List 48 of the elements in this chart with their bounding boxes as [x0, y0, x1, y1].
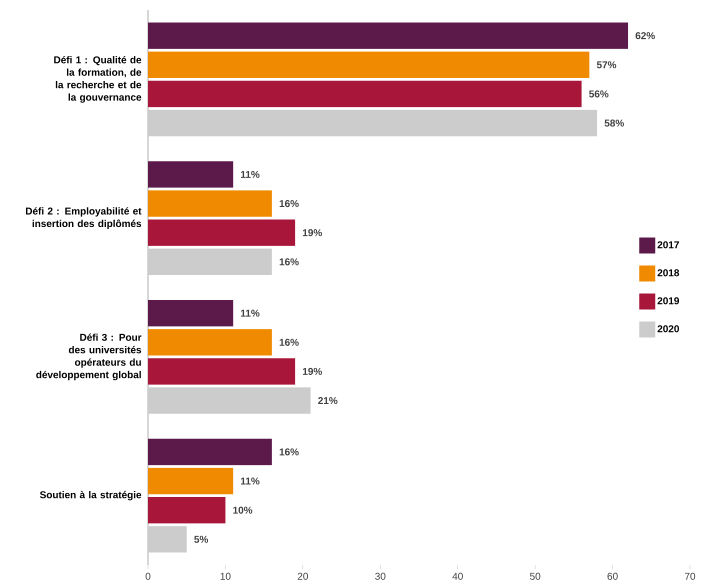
bar [148, 161, 234, 188]
legend-label: 2017 [658, 241, 679, 248]
data-label: 21% [318, 397, 338, 404]
legend-label: 2020 [658, 325, 679, 332]
legend-label: 2019 [658, 297, 680, 304]
bar [148, 526, 187, 553]
data-label: 16% [280, 338, 299, 346]
data-label: 11% [240, 310, 260, 317]
y-tick-label: Défi 2 : Employabilité et insertion des diplômés [26, 207, 142, 230]
x-tick-label: 0 [146, 572, 150, 580]
data-label: 5% [194, 536, 208, 543]
y-tick-label: Défi 1 : Qualité de la formation, de la recherche et de la gouvernance [54, 56, 142, 103]
data-label: 16% [280, 258, 299, 266]
data-label: 58% [604, 120, 624, 127]
bar [148, 52, 590, 78]
y-tick-label: Soutien à la stratégie [40, 490, 142, 500]
x-tick-label: 20 [298, 572, 308, 580]
legend-label: 2018 [658, 269, 680, 276]
bar [148, 190, 272, 217]
data-label: 19% [302, 229, 322, 236]
bar [148, 329, 272, 356]
bar [148, 248, 272, 276]
bar [148, 80, 582, 108]
data-label: 62% [636, 32, 655, 40]
bar [148, 110, 598, 136]
bar [148, 497, 226, 524]
data-label: 11% [240, 170, 260, 178]
bar [148, 387, 311, 414]
bar [148, 220, 296, 246]
x-tick-label: 70 [684, 572, 696, 580]
bar [148, 468, 234, 494]
bar [148, 358, 296, 385]
data-label: 57% [596, 61, 616, 68]
x-tick-label: 60 [608, 572, 618, 580]
x-tick-label: 40 [452, 572, 463, 580]
data-label: 16% [280, 200, 299, 208]
bar [148, 22, 628, 49]
x-tick-label: 50 [530, 572, 540, 580]
data-label: 10% [233, 506, 252, 514]
bar [148, 300, 234, 326]
data-label: 11% [240, 478, 260, 485]
bar [148, 438, 272, 466]
y-tick-label: Défi 3 : Pour des universités opérateurs du développement global [36, 333, 142, 380]
x-tick-label: 30 [375, 572, 386, 580]
data-label: 16% [280, 448, 299, 456]
x-tick-label: 10 [220, 572, 231, 580]
data-label: 56% [589, 90, 608, 98]
data-label: 19% [302, 368, 322, 375]
